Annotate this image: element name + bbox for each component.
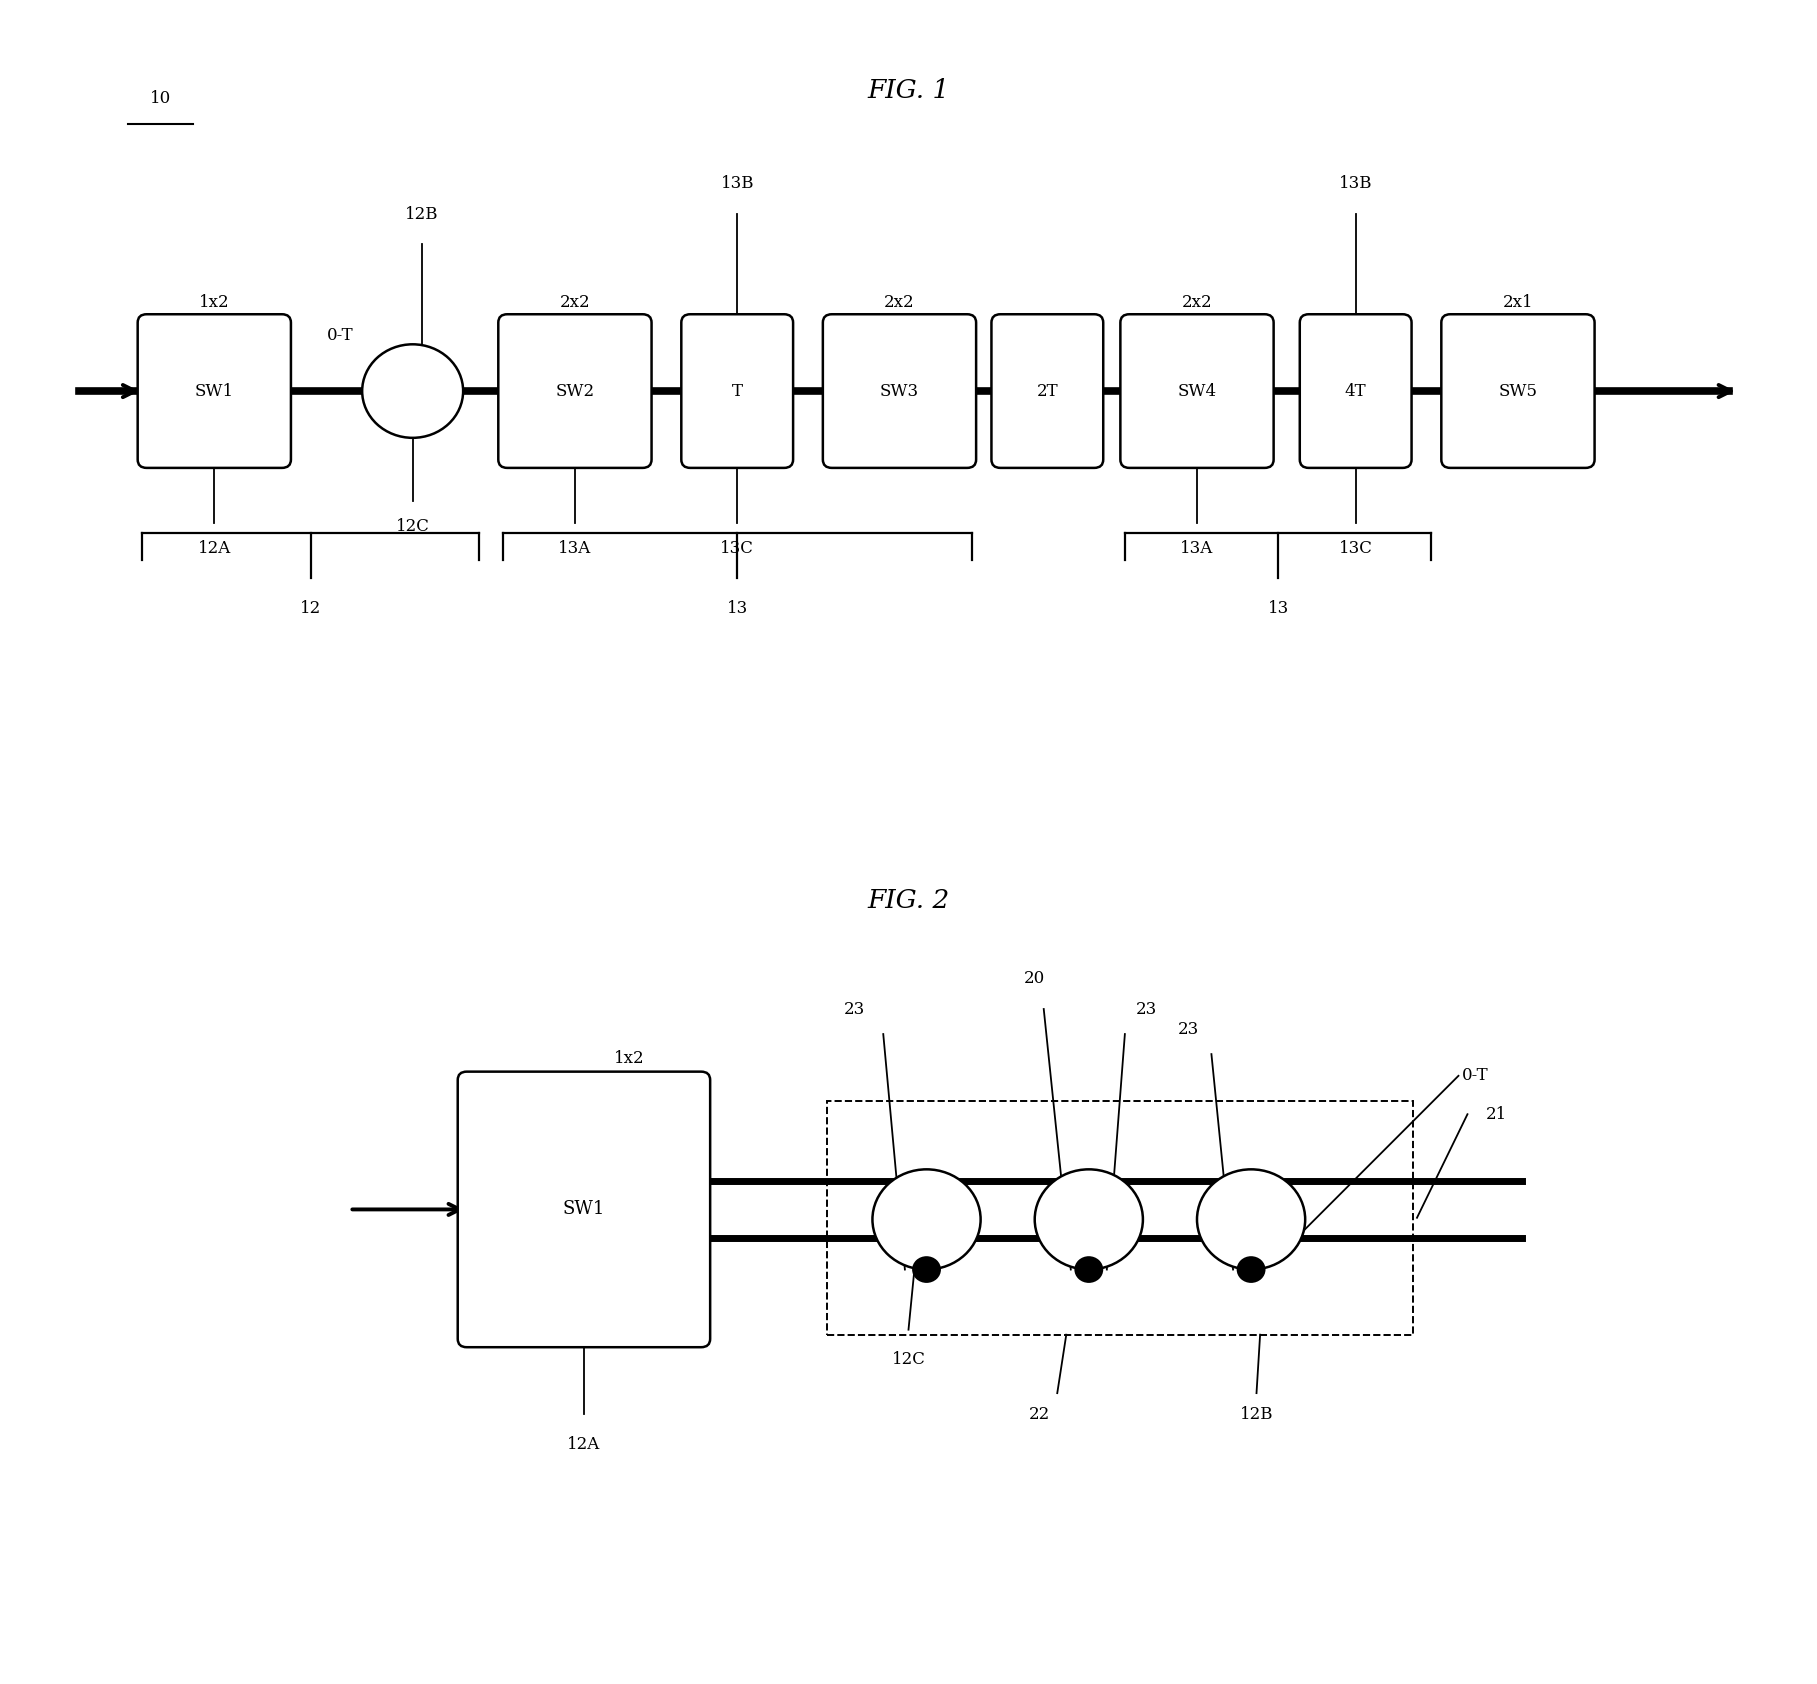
FancyBboxPatch shape	[992, 315, 1103, 468]
Text: 13B: 13B	[721, 175, 754, 192]
Circle shape	[872, 1169, 981, 1270]
Text: 21: 21	[1486, 1106, 1506, 1123]
Text: 4T: 4T	[1345, 382, 1366, 399]
Text: 1x2: 1x2	[614, 1049, 645, 1066]
FancyBboxPatch shape	[498, 315, 652, 468]
FancyBboxPatch shape	[1299, 315, 1412, 468]
Text: 2x2: 2x2	[885, 295, 914, 312]
Text: 12B: 12B	[1239, 1406, 1274, 1423]
Text: 23: 23	[1177, 1021, 1199, 1037]
FancyBboxPatch shape	[1121, 315, 1274, 468]
Text: SW5: SW5	[1499, 382, 1537, 399]
Text: 13A: 13A	[558, 539, 592, 556]
Text: 13B: 13B	[1339, 175, 1372, 192]
Text: 12C: 12C	[396, 519, 429, 536]
Text: SW2: SW2	[556, 382, 594, 399]
Circle shape	[1074, 1256, 1103, 1283]
Text: 2x2: 2x2	[560, 295, 591, 312]
Text: 13C: 13C	[1339, 539, 1372, 556]
Text: 12A: 12A	[198, 539, 231, 556]
Text: 12A: 12A	[567, 1435, 601, 1453]
Text: 22: 22	[1028, 1406, 1050, 1423]
FancyBboxPatch shape	[1441, 315, 1595, 468]
Text: 1x2: 1x2	[200, 295, 229, 312]
Text: SW1: SW1	[194, 382, 234, 399]
Text: SW1: SW1	[563, 1201, 605, 1219]
Text: 12C: 12C	[892, 1351, 925, 1367]
FancyBboxPatch shape	[138, 315, 291, 468]
Text: 23: 23	[843, 1000, 865, 1017]
FancyBboxPatch shape	[681, 315, 792, 468]
Text: 12B: 12B	[405, 205, 438, 222]
Text: 20: 20	[1025, 970, 1045, 987]
Text: 2x1: 2x1	[1503, 295, 1534, 312]
Text: FIG. 2: FIG. 2	[867, 887, 950, 913]
FancyBboxPatch shape	[823, 315, 976, 468]
Text: 13A: 13A	[1181, 539, 1214, 556]
FancyBboxPatch shape	[458, 1071, 710, 1347]
Text: 2T: 2T	[1036, 382, 1057, 399]
Text: 13: 13	[727, 600, 749, 616]
Text: 13: 13	[1268, 600, 1288, 616]
Text: SW3: SW3	[879, 382, 919, 399]
Text: 23: 23	[1136, 1000, 1157, 1017]
Text: 0-T: 0-T	[1463, 1068, 1488, 1084]
Text: 12: 12	[300, 600, 322, 616]
Circle shape	[1197, 1169, 1305, 1270]
Circle shape	[1034, 1169, 1143, 1270]
Text: SW4: SW4	[1177, 382, 1217, 399]
Circle shape	[1237, 1256, 1265, 1283]
Text: 13C: 13C	[720, 539, 754, 556]
Circle shape	[912, 1256, 941, 1283]
Text: FIG. 1: FIG. 1	[867, 77, 950, 103]
Circle shape	[362, 344, 463, 438]
Text: 0-T: 0-T	[327, 327, 352, 345]
Text: T: T	[732, 382, 743, 399]
Text: 10: 10	[149, 91, 171, 108]
Text: 2x2: 2x2	[1181, 295, 1212, 312]
